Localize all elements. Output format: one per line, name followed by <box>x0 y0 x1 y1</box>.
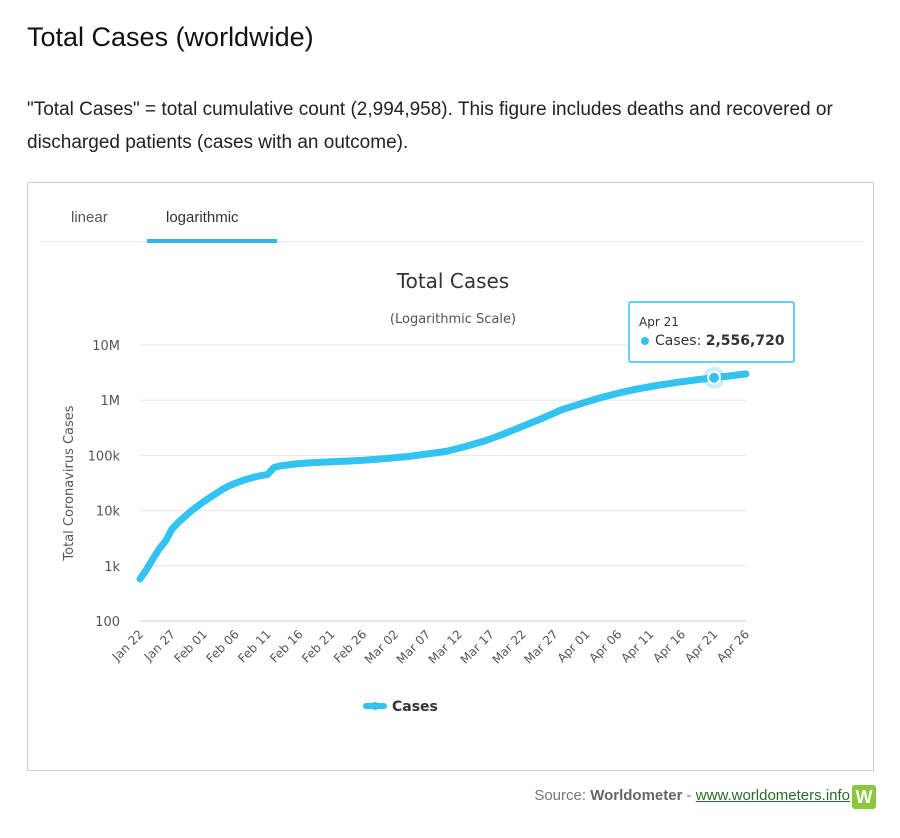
x-tick-label: Mar 27 <box>521 627 560 666</box>
x-tick-label: Apr 16 <box>650 627 688 665</box>
x-tick-label: Jan 27 <box>141 627 178 664</box>
y-tick-label: 1k <box>104 560 120 575</box>
y-tick-label: 100 <box>95 615 120 630</box>
x-tick-label: Mar 17 <box>458 627 497 666</box>
chart-subtitle: (Logarithmic Scale) <box>390 312 516 327</box>
tooltip-box <box>628 301 795 363</box>
tooltip-line: Cases: 2,556,720 <box>655 333 785 349</box>
x-tick-label: Feb 01 <box>171 627 209 665</box>
chart-panel: linear logarithmic 100 1k 10k 100k 1M 10M Jan … <box>27 182 874 771</box>
x-tick-label: Feb 11 <box>235 627 273 665</box>
x-tick-label: Mar 22 <box>489 627 528 666</box>
scale-tabs: linear logarithmic <box>40 183 862 243</box>
tooltip-marker <box>641 337 649 345</box>
worldometer-logo-icon[interactable]: W <box>852 785 876 809</box>
x-tick-label: Jan 22 <box>109 627 146 664</box>
page-description: "Total Cases" = total cumulative count (… <box>27 99 833 153</box>
x-tick-label: Mar 12 <box>426 627 465 666</box>
tooltip-value: 2,556,720 <box>706 333 785 349</box>
y-tick-label: 1M <box>101 394 121 409</box>
source-link[interactable]: www.worldometers.info <box>695 787 850 804</box>
y-tick-label: 10k <box>96 505 121 520</box>
series-line-cases[interactable] <box>136 370 750 583</box>
y-tick-label: 10M <box>92 339 120 354</box>
tooltip-date: Apr 21 <box>639 315 679 329</box>
tab-linear[interactable]: linear <box>71 209 108 226</box>
tab-logarithmic[interactable]: logarithmic <box>166 209 239 226</box>
x-tick-label: Feb 06 <box>203 627 241 665</box>
legend-marker <box>371 702 379 710</box>
source-label: Source: <box>534 787 587 804</box>
chart-title: Total Cases <box>396 269 509 293</box>
page-title: Total Cases (worldwide) <box>27 22 314 52</box>
x-tick-label: Mar 07 <box>394 627 433 666</box>
tooltip-series: Cases <box>655 333 697 349</box>
x-tick-label: Apr 26 <box>714 627 752 665</box>
x-tick-label: Apr 21 <box>682 627 720 665</box>
x-tick-label: Apr 01 <box>555 627 593 665</box>
tooltip-colon: : <box>697 333 706 349</box>
legend[interactable]: Cases <box>363 699 438 715</box>
source-name: Worldometer <box>590 787 683 804</box>
y-axis-label: Total Coronavirus Cases <box>62 405 77 561</box>
series-layer <box>136 366 750 583</box>
x-tick-label: Feb 16 <box>267 627 305 665</box>
x-tick-label: Feb 26 <box>331 627 369 665</box>
x-tick-label: Mar 02 <box>362 627 401 666</box>
legend-label: Cases <box>392 699 438 715</box>
hover-point[interactable] <box>707 370 722 385</box>
x-tick-label: Apr 06 <box>586 627 624 665</box>
x-tick-label: Apr 11 <box>618 627 656 665</box>
active-tab-indicator <box>147 239 277 243</box>
x-tick-label: Feb 21 <box>299 627 337 665</box>
tooltip: Apr 21 Cases: 2,556,720 <box>628 301 795 363</box>
source-credit: Source: Worldometer - www.worldometers.i… <box>534 787 850 804</box>
y-tick-label: 100k <box>88 449 121 464</box>
source-separator: - <box>686 787 692 804</box>
